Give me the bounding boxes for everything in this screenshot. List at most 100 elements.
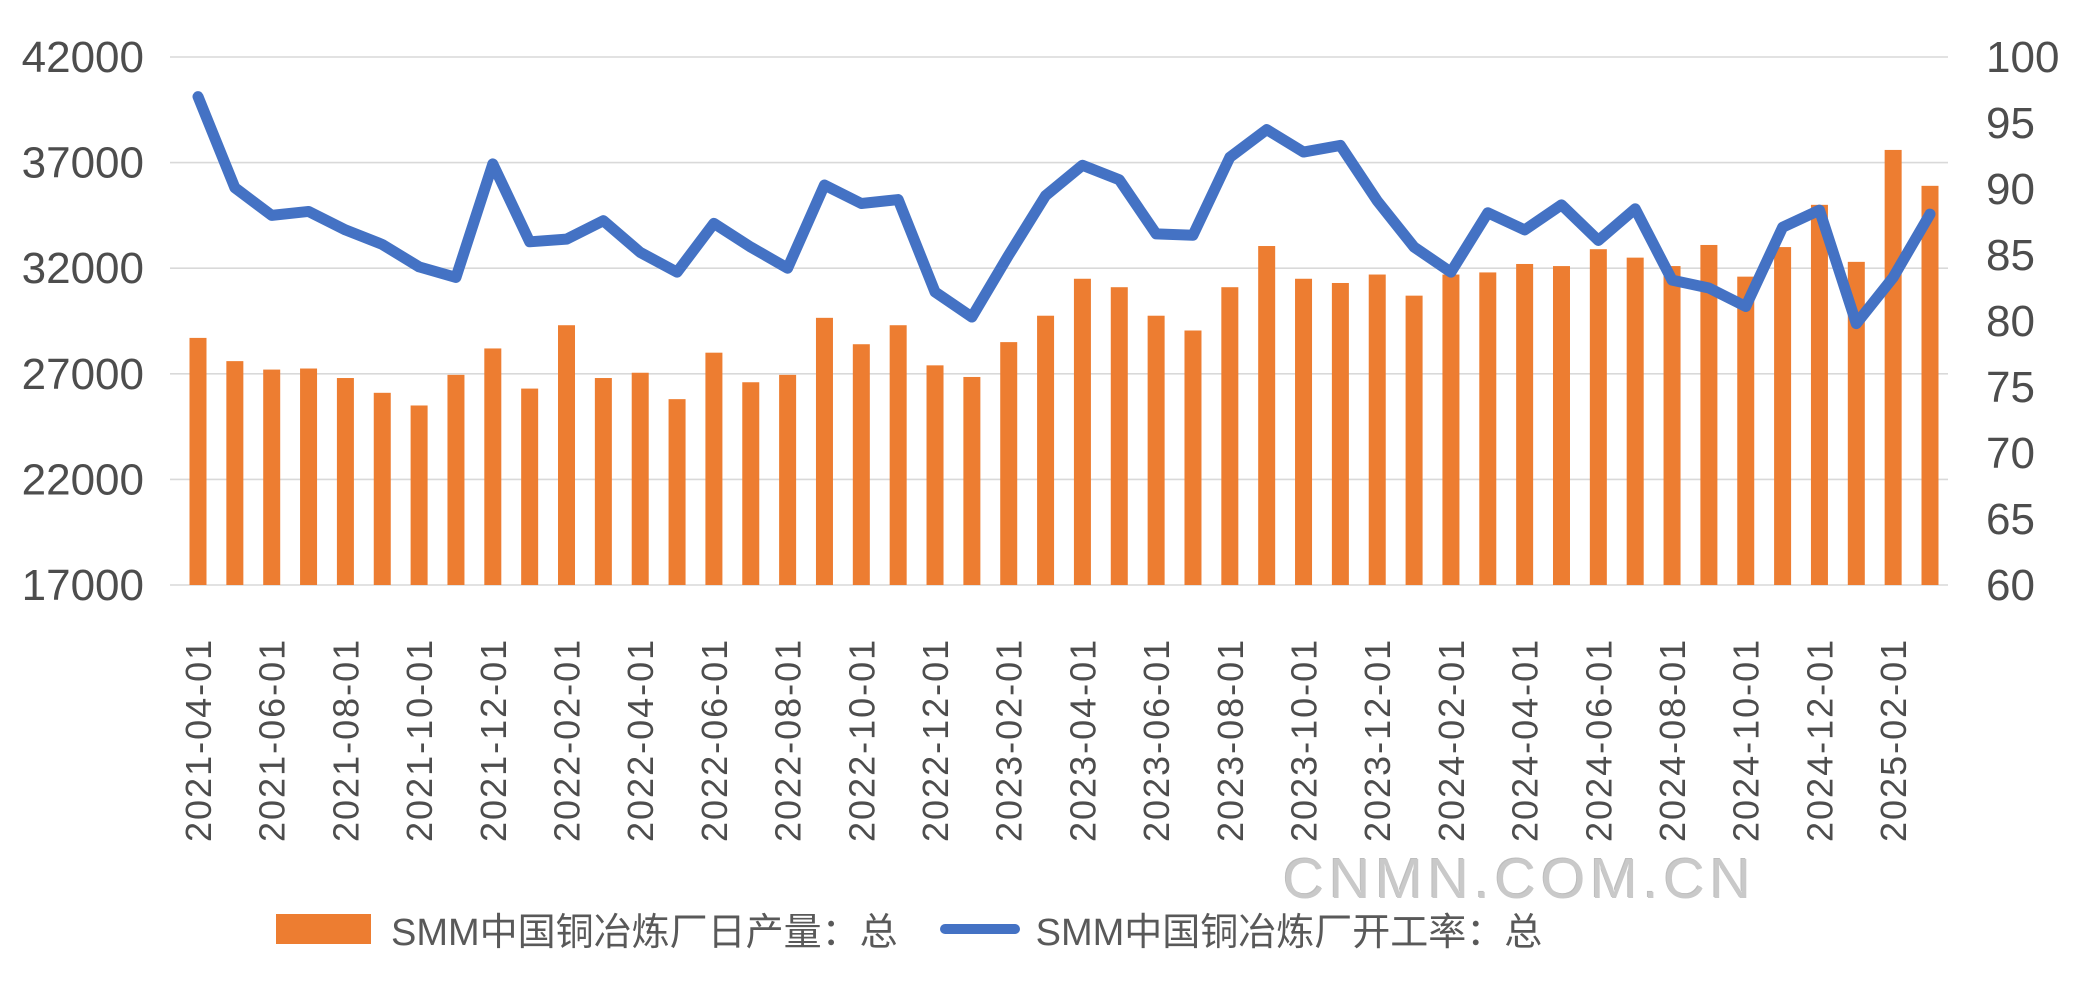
bar <box>815 317 833 585</box>
x-axis-tick: 2024-06-01 <box>1578 638 1619 842</box>
x-axis-labels: 2021-04-01 2021-06-01 2021-08-01 2021-10-01… <box>178 638 1914 842</box>
bar <box>410 405 428 585</box>
x-axis-tick: 2021-08-01 <box>325 638 366 842</box>
right-axis-tick: 80 <box>1986 297 2035 346</box>
bar <box>226 361 244 585</box>
bar <box>1700 244 1718 585</box>
bar <box>1774 247 1792 585</box>
bar <box>1405 295 1423 585</box>
bar <box>1073 278 1091 585</box>
watermark: CNMN.COM.CN <box>1283 847 1756 911</box>
x-axis-tick: 2024-12-01 <box>1799 638 1840 842</box>
x-axis-tick: 2023-12-01 <box>1357 638 1398 842</box>
bar <box>668 399 686 585</box>
x-axis-tick: 2023-08-01 <box>1210 638 1251 842</box>
left-axis-tick: 42000 <box>22 33 144 82</box>
bar <box>1442 274 1460 585</box>
line-series <box>192 91 1936 330</box>
x-axis-tick: 2021-06-01 <box>252 638 293 842</box>
right-axis-tick: 90 <box>1986 165 2035 214</box>
bar <box>1295 278 1313 585</box>
x-axis-tick: 2023-10-01 <box>1284 638 1325 842</box>
x-axis-tick: 2021-12-01 <box>473 638 514 842</box>
x-axis-tick: 2022-10-01 <box>841 638 882 842</box>
bar <box>521 388 539 585</box>
bar <box>631 372 649 585</box>
bar <box>1516 263 1534 585</box>
bar <box>779 374 797 585</box>
left-axis-tick: 22000 <box>22 455 144 504</box>
bar <box>1552 266 1570 585</box>
bar <box>484 348 502 585</box>
right-axis-tick: 100 <box>1986 33 2059 82</box>
right-axis-labels: 100 95 90 85 80 75 70 65 60 <box>1986 33 2059 610</box>
bar <box>1479 272 1497 585</box>
x-axis-tick: 2022-04-01 <box>620 638 661 842</box>
right-axis-tick: 70 <box>1986 429 2035 478</box>
x-axis-tick: 2023-04-01 <box>1062 638 1103 842</box>
gridlines <box>170 56 1948 586</box>
right-axis-tick: 60 <box>1986 561 2035 610</box>
bar <box>1000 342 1018 585</box>
x-axis-tick: 2023-02-01 <box>989 638 1030 842</box>
x-axis-tick: 2022-02-01 <box>547 638 588 842</box>
x-axis-tick: 2022-12-01 <box>915 638 956 842</box>
bar-series-swatch <box>276 913 371 944</box>
bar <box>336 378 354 585</box>
bar <box>1221 287 1239 585</box>
x-axis-tick: 2025-02-01 <box>1873 638 1914 842</box>
bar <box>1884 149 1902 586</box>
left-axis-tick: 27000 <box>22 350 144 399</box>
bar <box>447 374 465 585</box>
bar <box>263 369 281 585</box>
legend: SMM中国铜冶炼厂日产量：总 SMM中国铜冶炼厂开工率：总 <box>276 901 1542 956</box>
x-axis-tick: 2024-10-01 <box>1726 638 1767 842</box>
right-axis-tick: 75 <box>1986 363 2035 412</box>
left-axis-tick: 37000 <box>22 139 144 188</box>
x-axis-tick: 2021-04-01 <box>178 638 219 842</box>
bar <box>963 376 981 585</box>
bar <box>373 392 391 585</box>
x-axis-tick: 2023-06-01 <box>1136 638 1177 842</box>
legend-item-operating-rate: SMM中国铜冶炼厂开工率：总 <box>914 901 1542 956</box>
bar <box>1147 315 1165 585</box>
right-axis-tick: 95 <box>1986 99 2035 148</box>
x-axis-tick: 2022-06-01 <box>694 638 735 842</box>
bar <box>705 352 723 585</box>
bar <box>1589 249 1607 585</box>
line-series-swatch <box>939 923 1020 934</box>
left-axis-labels: 42000 37000 32000 27000 22000 17000 <box>22 33 144 610</box>
x-axis-tick: 2024-02-01 <box>1431 638 1472 842</box>
left-axis-tick: 17000 <box>22 561 144 610</box>
x-axis-tick: 2021-10-01 <box>399 638 440 842</box>
x-axis-tick: 2024-04-01 <box>1505 638 1546 842</box>
bar <box>889 325 907 585</box>
bar <box>1110 287 1128 585</box>
bar <box>1037 315 1055 585</box>
bar <box>1368 274 1386 585</box>
bar <box>1737 276 1755 585</box>
bar <box>558 325 576 585</box>
left-axis-tick: 32000 <box>22 244 144 293</box>
bar-series-label: SMM中国铜冶炼厂日产量：总 <box>391 912 898 954</box>
x-axis-tick: 2024-08-01 <box>1652 638 1693 842</box>
bar <box>1663 266 1681 585</box>
legend-item-daily-output: SMM中国铜冶炼厂日产量：总 <box>276 901 898 956</box>
x-axis-tick: 2022-08-01 <box>768 638 809 842</box>
bar <box>1184 330 1202 585</box>
bar <box>1847 261 1865 585</box>
bar <box>189 337 207 585</box>
bar <box>300 368 318 585</box>
bar <box>1626 257 1644 585</box>
right-axis-tick: 85 <box>1986 231 2035 280</box>
bar <box>1331 282 1349 585</box>
bar <box>852 344 870 585</box>
bar <box>742 382 760 585</box>
bar <box>1810 204 1828 585</box>
bar <box>1921 185 1939 585</box>
bar-series <box>189 149 1939 586</box>
bar <box>1258 246 1276 586</box>
bar <box>594 378 612 585</box>
bar <box>926 365 944 585</box>
